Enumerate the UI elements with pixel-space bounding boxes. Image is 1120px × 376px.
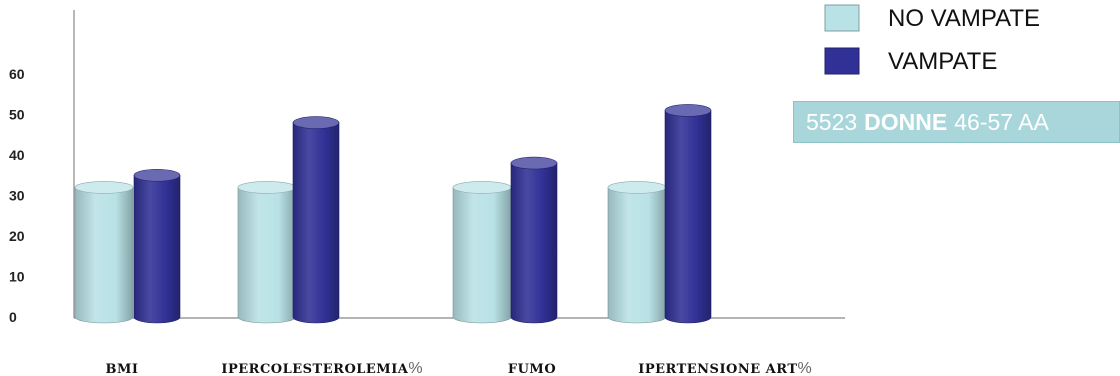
legend-label: VAMPATE [888, 48, 997, 75]
x-tick-unit: % [408, 360, 422, 376]
x-tick-label: FUMO [508, 362, 556, 376]
y-tick-label: 10 [9, 269, 25, 285]
sample-badge: 5523 DONNE 46-57 AA [793, 101, 1120, 143]
sample-age: 46-57 AA [954, 108, 1049, 135]
legend-label: NO VAMPATE [888, 5, 1040, 32]
sample-group: DONNE [864, 108, 948, 135]
bar [292, 116, 340, 324]
y-tick-label: 40 [9, 147, 25, 163]
bar [133, 168, 181, 324]
bar [510, 156, 558, 324]
bar [74, 181, 134, 324]
bar [452, 181, 512, 324]
legend-swatch [824, 4, 860, 32]
y-tick-label: 30 [9, 188, 25, 204]
bar [607, 181, 667, 324]
x-tick-label: IPERCOLESTEROLEMIA% [221, 360, 422, 376]
y-tick-label: 60 [9, 66, 25, 82]
legend-swatch [824, 47, 860, 75]
x-tick-label: IPERTENSIONE ART% [638, 360, 812, 376]
bar [664, 104, 712, 324]
y-tick-label: 20 [9, 228, 25, 244]
x-tick-unit: % [798, 360, 812, 376]
sample-count: 5523 [806, 108, 858, 135]
y-tick-label: 0 [9, 309, 17, 325]
x-tick-label: BMI [106, 362, 139, 376]
y-tick-label: 50 [9, 107, 25, 123]
bar [237, 181, 297, 324]
